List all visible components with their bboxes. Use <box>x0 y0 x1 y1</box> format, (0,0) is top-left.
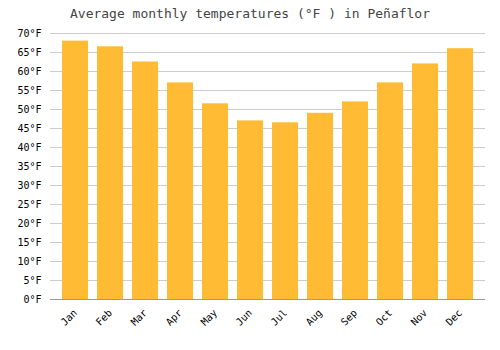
svg-text:65°F: 65°F <box>17 47 41 58</box>
svg-text:30°F: 30°F <box>17 180 41 191</box>
svg-text:60°F: 60°F <box>17 66 41 77</box>
svg-text:Jun: Jun <box>234 307 255 328</box>
svg-text:50°F: 50°F <box>17 104 41 115</box>
svg-text:May: May <box>199 307 220 328</box>
svg-text:15°F: 15°F <box>17 237 41 248</box>
svg-text:Oct: Oct <box>374 307 395 328</box>
svg-text:Jan: Jan <box>59 307 80 328</box>
svg-text:35°F: 35°F <box>17 161 41 172</box>
svg-text:Apr: Apr <box>164 307 185 328</box>
svg-text:20°F: 20°F <box>17 218 41 229</box>
svg-text:45°F: 45°F <box>17 123 41 134</box>
svg-text:55°F: 55°F <box>17 85 41 96</box>
svg-text:0°F: 0°F <box>23 294 41 305</box>
svg-text:Aug: Aug <box>304 307 325 328</box>
svg-text:Nov: Nov <box>409 307 430 328</box>
svg-text:Jul: Jul <box>269 307 290 328</box>
svg-text:Mar: Mar <box>129 307 150 328</box>
svg-text:25°F: 25°F <box>17 199 41 210</box>
svg-text:5°F: 5°F <box>23 275 41 286</box>
html-text:Average monthly temperatures (: Average monthly temperatures (°F ) in Pe… <box>70 6 430 21</box>
svg-text:Dec: Dec <box>444 307 465 328</box>
svg-text:Feb: Feb <box>94 307 115 328</box>
svg-text:40°F: 40°F <box>17 142 41 153</box>
svg-text:Sep: Sep <box>339 307 360 328</box>
svg-text:10°F: 10°F <box>17 256 41 267</box>
svg-text:70°F: 70°F <box>17 28 41 39</box>
